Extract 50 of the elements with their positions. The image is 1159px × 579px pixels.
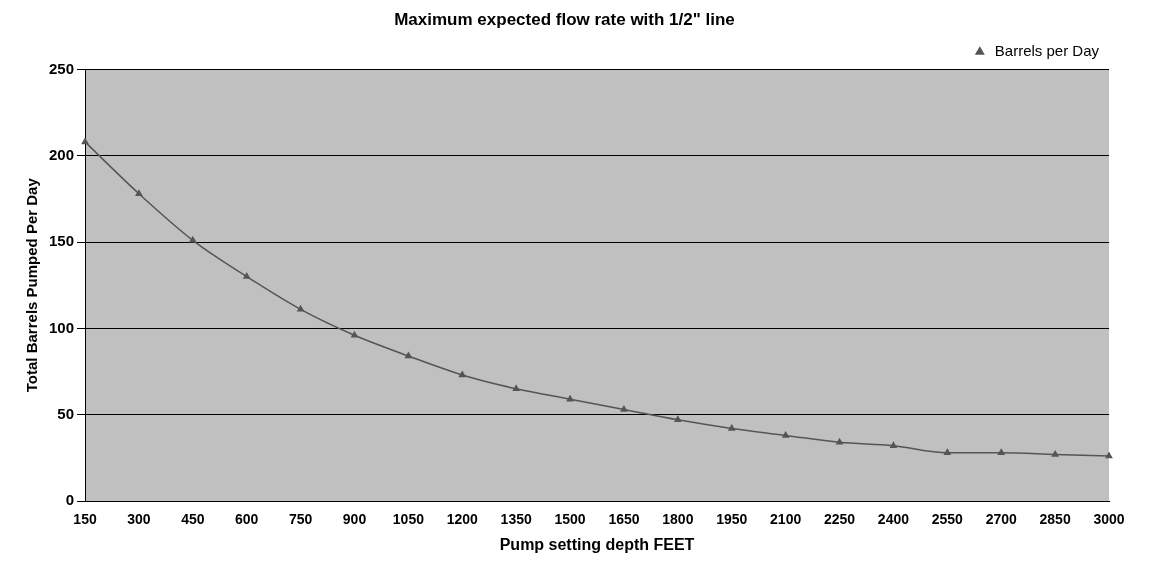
point bbox=[243, 272, 251, 279]
x-tick-label: 900 bbox=[342, 511, 367, 528]
x-tick-label: 1800 bbox=[662, 511, 694, 528]
x-tick-label: 600 bbox=[235, 511, 259, 528]
x-tick-label: 1650 bbox=[608, 511, 640, 528]
x-tick-label: 2550 bbox=[931, 511, 964, 528]
x-tick-label: 300 bbox=[127, 511, 151, 528]
point bbox=[135, 189, 143, 196]
x-tick-label: 2700 bbox=[985, 511, 1017, 528]
x-tick-label: 750 bbox=[288, 511, 313, 528]
x-axis-title: Pump setting depth FEET bbox=[499, 535, 695, 553]
x-tick-label: 1350 bbox=[500, 511, 532, 528]
x-tick-label: 2400 bbox=[877, 511, 910, 528]
point bbox=[890, 442, 897, 449]
y-axis-title: Total Barrels Pumped Per Day bbox=[23, 177, 41, 393]
x-tick-label: 1500 bbox=[554, 511, 586, 528]
x-tick-label: 2250 bbox=[823, 511, 856, 528]
y-tick-label: 100 bbox=[49, 318, 75, 336]
point bbox=[1051, 450, 1059, 457]
y-tick-label: 150 bbox=[49, 232, 75, 250]
legend-label: Barrels per Day bbox=[994, 42, 1100, 60]
point bbox=[728, 424, 736, 431]
x-tick-label: 1950 bbox=[716, 511, 748, 528]
point bbox=[1105, 452, 1113, 459]
point bbox=[836, 438, 843, 445]
point bbox=[943, 448, 951, 455]
x-tick-label: 3000 bbox=[1093, 511, 1125, 528]
point bbox=[81, 138, 89, 145]
y-tick-label: 200 bbox=[49, 145, 75, 163]
point bbox=[997, 448, 1005, 455]
point bbox=[405, 352, 412, 359]
y-tick-label: 0 bbox=[65, 491, 75, 509]
point bbox=[458, 371, 466, 378]
chart-title: Maximum expected flow rate with 1/2" line bbox=[394, 9, 735, 29]
point bbox=[782, 431, 789, 438]
point bbox=[297, 305, 304, 312]
point bbox=[566, 395, 574, 402]
point bbox=[351, 331, 358, 338]
point bbox=[620, 405, 628, 412]
y-tick-label: 50 bbox=[57, 404, 75, 422]
x-tick-label: 450 bbox=[181, 511, 205, 528]
point bbox=[674, 416, 682, 423]
point bbox=[512, 385, 520, 392]
x-tick-label: 2100 bbox=[770, 511, 802, 528]
y-tick-label: 250 bbox=[49, 59, 75, 77]
x-tick-label: 2850 bbox=[1039, 511, 1071, 528]
x-tick-label: 1050 bbox=[392, 511, 425, 528]
x-tick-label: 1200 bbox=[446, 511, 479, 528]
x-tick-label: 150 bbox=[73, 511, 97, 528]
point bbox=[189, 236, 197, 243]
